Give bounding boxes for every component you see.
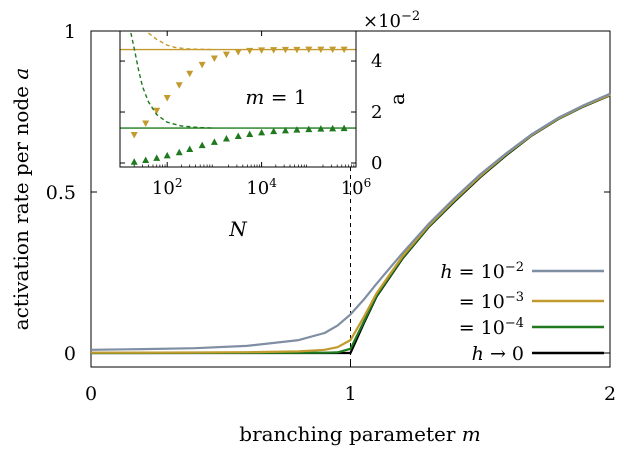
inset-marker (329, 46, 337, 54)
inset-marker (293, 46, 301, 54)
legend-label: h = 10−2 (440, 260, 524, 284)
y-tick-label: 0 (64, 343, 76, 365)
inset-marker (175, 82, 183, 89)
legend-label: = 10−3 (459, 290, 524, 314)
x-tick-label: 0 (85, 383, 97, 405)
x-tick-label: 1 (344, 383, 356, 405)
inset-marker (270, 127, 278, 135)
inset-y-label: a (385, 93, 409, 105)
inset-plot (120, 32, 356, 165)
inset-marker (281, 46, 289, 54)
inset-y-tick-label: 4 (371, 51, 382, 72)
x-tick-label: 2 (604, 383, 616, 405)
inset-marker (130, 158, 138, 165)
inset-marker (142, 120, 150, 127)
inset-marker (329, 124, 337, 132)
inset-marker (210, 138, 218, 145)
inset-x-label: N (228, 217, 248, 241)
inset-marker (258, 128, 266, 136)
inset-marker (222, 135, 230, 142)
inset-marker (163, 95, 171, 102)
inset-marker (246, 47, 254, 55)
x-axis-label: branching parameter m (239, 422, 480, 446)
inset-x-tick-label: 104 (246, 176, 277, 199)
inset-marker (281, 126, 289, 134)
inset-marker (153, 107, 161, 115)
inset-marker (317, 46, 325, 54)
inset-marker (153, 154, 161, 161)
y-axis-label: activation rate per node a (9, 68, 33, 331)
inset-dashed-curve (130, 32, 215, 129)
inset-y-multiplier: ×10−2 (363, 9, 420, 33)
inset-marker (130, 131, 138, 139)
inset-marker (293, 126, 301, 133)
inset-marker (222, 51, 230, 59)
y-tick-label: 1 (64, 21, 76, 43)
inset-dashed-curve (147, 32, 215, 51)
inset-marker (175, 148, 183, 156)
inset-marker (198, 141, 206, 149)
y-tick-label: 0.5 (46, 182, 76, 204)
inset-marker (234, 132, 242, 139)
inset-marker (258, 47, 266, 54)
inset-frame (119, 30, 357, 168)
inset-marker (186, 145, 194, 152)
inset-x-tick-label: 102 (152, 176, 183, 199)
inset-y-tick-label: 0 (371, 153, 382, 174)
main-series-group (90, 92, 611, 355)
inset-marker (270, 47, 278, 54)
inset-marker (186, 70, 194, 78)
inset-marker (163, 151, 171, 159)
inset-annotation: m = 1 (245, 85, 306, 109)
inset-series-group (120, 32, 356, 165)
inset-marker (142, 156, 150, 163)
inset-marker (210, 55, 218, 62)
legend-label: = 10−4 (459, 316, 524, 340)
inset-marker (340, 46, 348, 54)
inset-marker (305, 125, 313, 133)
inset-marker (234, 49, 242, 56)
legend: h = 10−2 = 10−3= 10−4 h → 0 (440, 260, 604, 365)
inset-marker (305, 46, 313, 54)
inset-x-tick-label: 106 (341, 176, 372, 199)
inset-marker (317, 125, 325, 132)
inset-marker (198, 61, 206, 69)
series-line (90, 92, 611, 351)
inset-marker (246, 130, 254, 137)
inset-marker (340, 124, 348, 132)
legend-label: h → 0 (472, 343, 524, 365)
inset-y-tick-label: 2 (371, 102, 382, 123)
